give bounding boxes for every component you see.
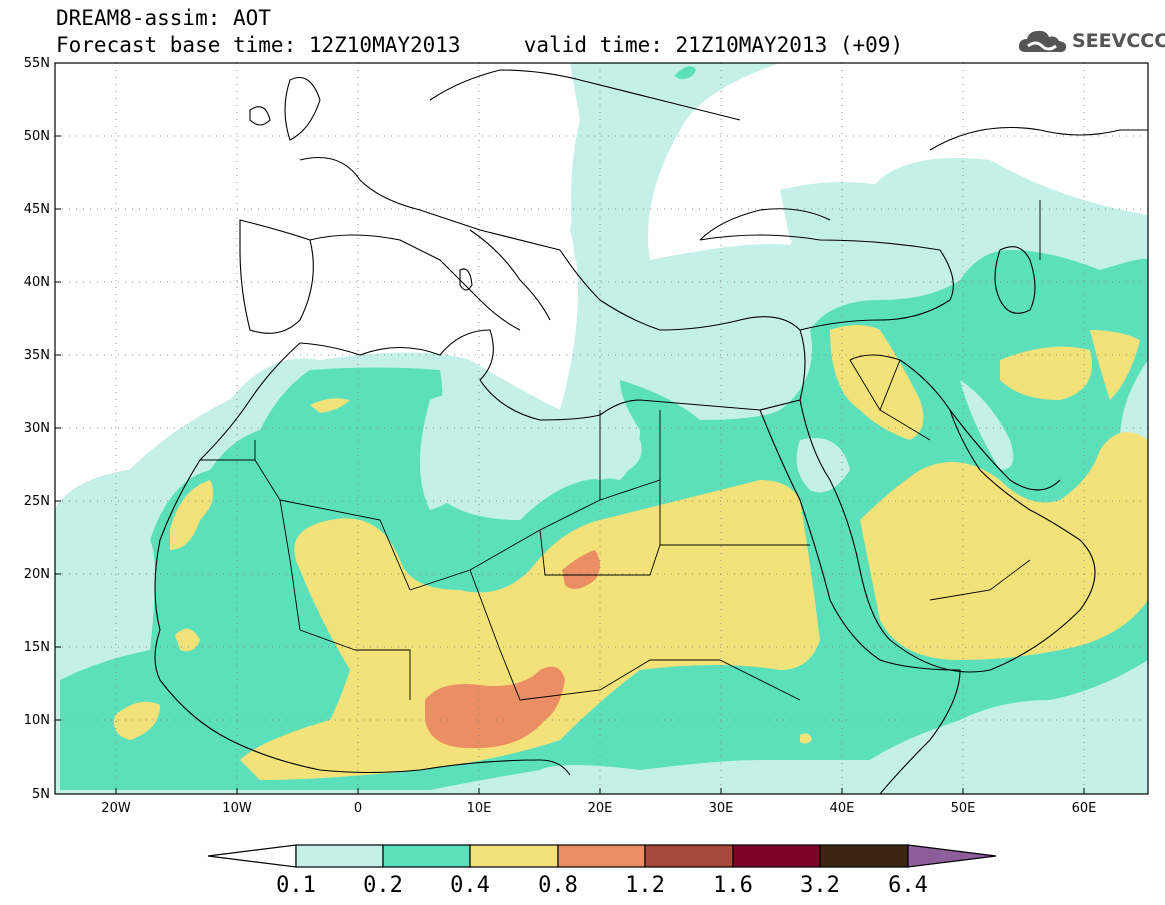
country-borders <box>200 200 1041 701</box>
colorbar-label: 0.1 <box>276 873 316 898</box>
lat-label: 35N <box>24 348 50 363</box>
lon-label: 40E <box>830 801 855 816</box>
lat-label: 40N <box>24 275 50 290</box>
lon-label: 20W <box>101 801 131 816</box>
lat-label: 25N <box>24 494 50 509</box>
map-title-line-1: DREAM8-assim: AOT <box>56 6 271 30</box>
colorbar-labels: 0.1 0.2 0.4 0.8 1.2 1.6 3.2 6.4 <box>276 873 928 898</box>
colorbar-label: 0.4 <box>450 873 490 898</box>
lon-label: 10E <box>467 801 492 816</box>
longitude-labels: 20W 10W 0 10E 20E 30E 40E 50E 60E <box>101 801 1096 816</box>
colorbar-cell <box>557 844 646 868</box>
coastlines <box>154 69 1148 794</box>
aot-contour-0-1-holes <box>420 330 1014 510</box>
lat-label: 50N <box>24 129 50 144</box>
colorbar-label: 0.2 <box>363 873 403 898</box>
tick-marks <box>55 135 1085 794</box>
colorbar-label: 0.8 <box>538 873 578 898</box>
colorbar-label: 3.2 <box>800 873 840 898</box>
logo-text: SEEVCCC <box>1072 30 1165 52</box>
latitude-labels: 55N 50N 45N 40N 35N 30N 25N 20N 15N 10N … <box>24 56 50 802</box>
lat-label: 15N <box>24 640 50 655</box>
colorbar-cell <box>732 844 821 868</box>
colorbar-label: 6.4 <box>888 873 928 898</box>
map-title-line-2: Forecast base time: 12Z10MAY2013 valid t… <box>56 33 904 57</box>
lat-label: 5N <box>32 787 50 802</box>
colorbar-label: 1.6 <box>713 873 753 898</box>
lat-label: 10N <box>24 713 50 728</box>
plot-area <box>55 63 1148 794</box>
colorbar-label: 1.2 <box>625 873 665 898</box>
cloud-logo-icon <box>1018 30 1067 53</box>
lon-label: 20E <box>588 801 613 816</box>
seevccc-logo: SEEVCCC <box>1018 26 1165 56</box>
colorbar-high-arrow <box>907 844 997 868</box>
lon-label: 10W <box>222 801 252 816</box>
colorbar <box>207 844 997 868</box>
lon-label: 60E <box>1072 801 1097 816</box>
lat-label: 55N <box>24 56 50 71</box>
colorbar-low-arrow <box>207 844 297 868</box>
contour-lines <box>55 399 231 511</box>
lon-label: 50E <box>951 801 976 816</box>
colorbar-cell <box>469 844 559 868</box>
colorbar-cell <box>819 844 909 868</box>
lon-label: 0 <box>354 801 362 816</box>
aot-contour-0-4 <box>114 325 1148 780</box>
aot-contour-0-8 <box>425 550 600 749</box>
colorbar-cell <box>295 844 384 868</box>
lat-label: 30N <box>24 421 50 436</box>
colorbar-cell <box>382 844 471 868</box>
lat-label: 20N <box>24 567 50 582</box>
lat-label: 45N <box>24 202 50 217</box>
lon-label: 30E <box>709 801 734 816</box>
colorbar-cell <box>644 844 734 868</box>
